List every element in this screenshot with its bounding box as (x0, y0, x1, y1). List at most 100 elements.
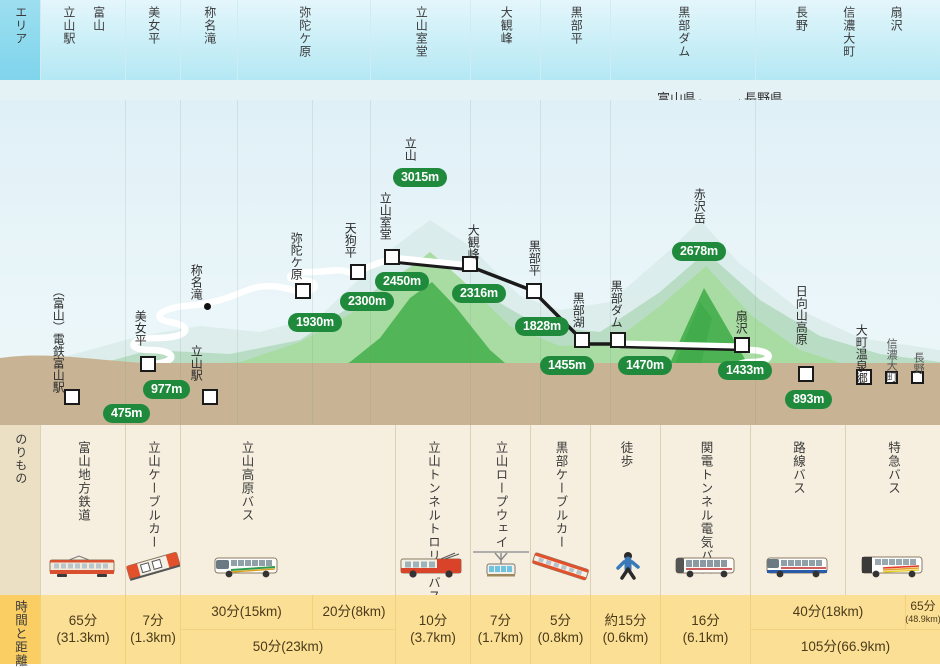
column-guide (237, 100, 238, 425)
area-name-label: 立山室堂 (414, 6, 429, 58)
point-name-label: 立山室堂 (378, 192, 393, 240)
station-marker[interactable] (798, 366, 814, 382)
point-name-label: （富山）電鉄富山駅 (51, 285, 66, 393)
vehicle-icon-wrap (465, 548, 537, 587)
transport-mode-cell[interactable]: 富山地方鉄道 (40, 425, 125, 595)
elevation-badge: 977m (143, 380, 191, 400)
duration-value: 40分(18km) (792, 603, 864, 619)
duration-value: 65分 (68, 612, 98, 628)
vehicle-icon-wrap (211, 548, 283, 587)
distance-value: (48.9km) (905, 613, 940, 624)
time-distance-label-cell: 時間と距離 (0, 595, 40, 668)
bus-icon (214, 557, 277, 578)
time-distance-text: 5分 (0.8km) (538, 613, 584, 647)
transport-mode-cell[interactable]: 路線バス (750, 425, 845, 595)
area-name-label: 信濃大町 (841, 6, 856, 58)
time-distance-cell: 7分 (1.7km) (470, 595, 530, 664)
time-distance-cell: 約15分 (0.6km) (590, 595, 660, 664)
time-distance-text: 30分(15km) (211, 604, 282, 621)
station-marker[interactable] (610, 332, 626, 348)
station-marker[interactable] (384, 249, 400, 265)
area-header-label-cell: エリア (0, 0, 40, 80)
column-guide (540, 100, 541, 425)
area-header-cell: 黒部平 (540, 0, 610, 80)
time-distance-cell: 20分(8km) (312, 595, 395, 629)
vehicle-icon-wrap (590, 548, 662, 587)
transport-mode-cell[interactable]: 黒部ケーブルカー (530, 425, 590, 595)
transport-mode-cell[interactable]: 関電トンネル電気バス (660, 425, 750, 595)
area-header-cell: 弥陀ケ原 (237, 0, 370, 80)
cablecar-icon (126, 552, 181, 581)
route-trolleybus-dark (391, 260, 473, 272)
station-marker[interactable] (526, 283, 542, 299)
localbus-icon (766, 557, 828, 578)
point-name-label: 美女平 (133, 310, 148, 346)
elevation-badge: 1828m (515, 317, 569, 337)
elevation-badge: 893m (785, 390, 833, 410)
mode-label-group: 立山ケーブルカー (146, 433, 160, 549)
mode-label-group: 立山高原バス (240, 433, 254, 522)
station-marker[interactable] (574, 332, 590, 348)
transport-mode-cell[interactable]: 立山ケーブルカー (125, 425, 181, 595)
vehicle-icon-wrap (117, 548, 189, 587)
time-distance-cell: 5分 (0.8km) (530, 595, 590, 664)
transport-mode-cell[interactable]: 特急バス (845, 425, 940, 595)
route-ropeway (473, 266, 537, 294)
elevation-badge: 3015m (393, 168, 447, 188)
transport-mode-cell[interactable]: 徒歩 (590, 425, 660, 595)
distance-value: (31.3km) (56, 629, 110, 645)
station-marker[interactable] (885, 371, 898, 384)
transport-mode-cell[interactable]: 立山トンネルトロリーバス (395, 425, 470, 603)
point-name-label: 信濃大町 (885, 338, 898, 382)
transport-mode-cell[interactable]: 立山高原バス (180, 425, 312, 595)
station-marker[interactable] (350, 264, 366, 280)
area-name-label: 長野 (794, 6, 809, 32)
ebus-icon (675, 557, 734, 578)
duration-value: 20分(8km) (322, 603, 386, 619)
time-distance-text: 約15分 (0.6km) (603, 613, 649, 647)
vehicle-icon-wrap (525, 548, 597, 587)
time-distance-text: 10分 (3.7km) (410, 613, 456, 647)
mode-label-group: 関電トンネル電気バス (699, 433, 713, 576)
elevation-badge: 1433m (718, 361, 772, 381)
station-marker[interactable] (462, 256, 478, 272)
time-distance-text: 7分 (1.3km) (130, 613, 176, 647)
mode-name-label: 特急バス (886, 441, 900, 495)
area-name-label: 美女平 (146, 6, 161, 45)
time-distance-cell: 30分(15km) (180, 595, 312, 629)
point-name-label: 黒部湖 (571, 292, 586, 328)
point-name-label: 黒部ダム (609, 280, 624, 328)
duration-value: 約15分 (604, 612, 647, 628)
time-distance-text: 65分 (48.9km) (905, 599, 940, 625)
time-distance-text: 16分 (6.1km) (683, 613, 729, 647)
point-name-label: 赤沢岳 (692, 188, 707, 224)
area-name-label: 黒部平 (569, 6, 584, 45)
station-marker[interactable] (734, 337, 750, 353)
station-marker[interactable] (856, 369, 872, 385)
incline-icon (531, 552, 589, 581)
station-marker[interactable] (911, 371, 924, 384)
area-name-label: 扇沢 (889, 6, 904, 32)
station-marker[interactable] (64, 389, 80, 405)
time-distance-text: 20分(8km) (322, 604, 385, 621)
elevation-badge: 1930m (288, 313, 342, 333)
duration-value: 5分 (549, 612, 571, 628)
elevation-badge: 475m (103, 404, 151, 424)
station-marker[interactable] (140, 356, 156, 372)
point-name-label: 長野 (912, 352, 925, 374)
station-marker[interactable] (295, 283, 311, 299)
station-marker[interactable] (202, 389, 218, 405)
elevation-badge: 1455m (540, 356, 594, 376)
duration-value: 30分(15km) (211, 603, 282, 619)
mode-label-group: 富山地方鉄道 (76, 433, 90, 522)
transport-mode-cell[interactable]: 立山ロープウェイ (470, 425, 530, 595)
mode-label-group: 徒歩 (619, 433, 633, 468)
duration-value: 65分 (910, 598, 936, 613)
distance-value: (3.7km) (410, 629, 456, 645)
time-distance-total-cell: 105分(66.9km) (750, 629, 940, 664)
elevation-badge: 2316m (452, 284, 506, 304)
time-distance-cell: 7分 (1.3km) (125, 595, 180, 664)
vehicle-icon-wrap (47, 548, 119, 587)
mode-label-group: 特急バス (886, 433, 900, 495)
time-distance-text: 65分 (31.3km) (56, 613, 109, 647)
